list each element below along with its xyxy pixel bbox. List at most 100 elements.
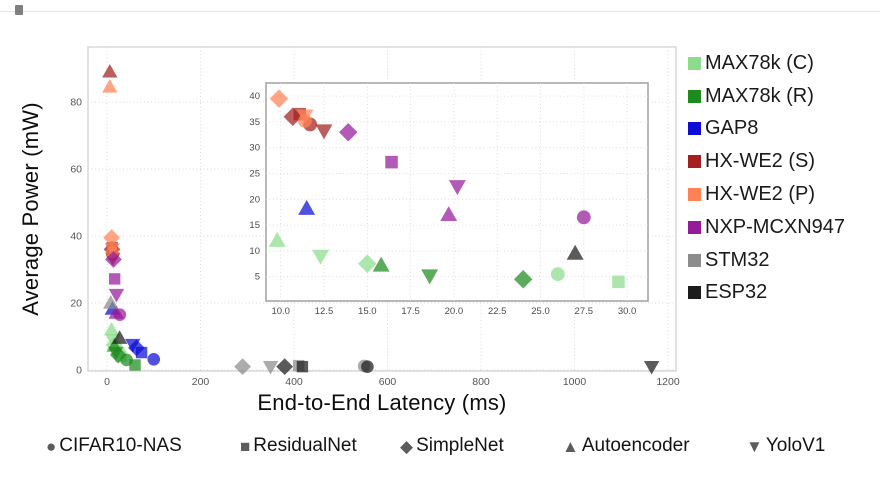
legend-platform-label: NXP-MCXN947 <box>705 215 846 238</box>
legend-color-swatch <box>688 89 701 103</box>
legend-platform-item: HX-WE2 (P) <box>688 178 845 211</box>
legend-color-swatch <box>688 286 701 300</box>
x-tick-label: 1200 <box>656 376 680 388</box>
top-divider <box>0 11 880 12</box>
legend-platform-item: ESP32 <box>688 277 845 310</box>
inset-y-tick-label: 20 <box>249 194 260 205</box>
legend-platform-label: STM32 <box>705 248 770 271</box>
legend-color-swatch <box>688 188 701 202</box>
data-point-triangle-down <box>104 243 121 257</box>
data-point-diamond <box>234 358 251 376</box>
y-axis-label: Average Power (mW) <box>18 102 43 316</box>
x-tick-label: 200 <box>192 376 210 388</box>
legend-model-label: SimpleNet <box>416 435 504 456</box>
legend-model-item: ■ ResidualNet <box>240 435 357 457</box>
legend-color-swatch <box>688 253 701 267</box>
triangle-down-icon: ▼ <box>746 436 763 456</box>
y-tick-label: 60 <box>70 164 82 176</box>
data-point-triangle-up <box>102 63 118 78</box>
legend-model-item: ▲ Autoencoder <box>562 435 690 457</box>
data-point-triangle-up <box>108 305 124 319</box>
data-point-triangle-down <box>125 338 141 353</box>
data-point-diamond <box>339 122 358 142</box>
data-point-square <box>135 346 148 359</box>
data-point-triangle-up <box>440 206 458 222</box>
data-point-triangle-up <box>566 244 584 260</box>
legend-platform-item: STM32 <box>688 244 845 277</box>
inset-x-tick-label: 15.0 <box>358 306 377 317</box>
legend-platform-item: MAX78k (C) <box>688 47 845 80</box>
legend-platform-label: MAX78k (C) <box>705 51 814 74</box>
data-point-circle <box>361 360 374 373</box>
data-point-triangle-down <box>448 180 466 196</box>
triangle-up-icon: ▲ <box>562 436 579 456</box>
inset-x-tick-label: 30.0 <box>618 306 637 317</box>
legend-model-label: Autoencoder <box>581 435 690 456</box>
y-tick-label: 0 <box>76 365 82 377</box>
legend-model-item: ▼ YoloV1 <box>746 435 825 457</box>
inset-x-tick-label: 10.0 <box>271 306 290 317</box>
legend-platform-item: HX-WE2 (S) <box>688 145 845 178</box>
data-point-square <box>129 359 141 371</box>
legend-platform-label: HX-WE2 (S) <box>705 150 815 173</box>
data-point-circle <box>550 267 565 282</box>
data-point-triangle-down <box>296 109 314 125</box>
legend-platform-item: NXP-MCXN947 <box>688 211 845 244</box>
x-tick-label: 0 <box>104 376 110 388</box>
legend-color-swatch <box>688 56 701 70</box>
ui-artifact-mark <box>15 5 23 15</box>
data-point-triangle-up <box>111 330 128 344</box>
data-point-triangle-up <box>103 321 120 336</box>
legend-platform-item: GAP8 <box>688 113 845 146</box>
data-point-diamond <box>513 270 533 289</box>
tick-labels: 0 200 400 600 800 1000 1200 0 20 40 60 80 10.0 12.5 15… <box>70 91 680 388</box>
data-point-diamond <box>276 358 294 376</box>
inset-y-tick-label: 25 <box>249 169 260 180</box>
legend-platform-item: MAX78k (R) <box>688 80 845 113</box>
model-legend: ● CIFAR10-NAS ■ ResidualNet ◆ SimpleNet ▲ Autoe… <box>0 435 880 465</box>
data-point-triangle-down <box>643 360 660 375</box>
data-point-diamond <box>269 89 289 108</box>
legend-color-swatch <box>688 220 701 234</box>
legend-color-swatch <box>688 122 701 136</box>
inset-x-tick-label: 25.0 <box>531 306 550 317</box>
y-tick-label: 80 <box>70 97 82 109</box>
diamond-icon: ◆ <box>400 436 414 456</box>
inset-y-tick-label: 10 <box>249 246 260 257</box>
inset-x-tick-label: 22.5 <box>488 306 507 317</box>
x-tick-label: 400 <box>285 376 303 388</box>
data-point-triangle-up <box>268 231 286 247</box>
x-tick-label: 1000 <box>563 376 587 388</box>
data-point-diamond <box>103 229 121 247</box>
data-point-triangle-up <box>372 256 390 272</box>
x-tick-label: 600 <box>379 376 397 388</box>
y-tick-label: 40 <box>70 231 82 243</box>
data-point-diamond <box>358 254 377 274</box>
data-point-diamond <box>105 251 122 268</box>
inset-x-tick-label: 20.0 <box>445 306 464 317</box>
legend-platform-label: MAX78k (R) <box>705 84 814 107</box>
data-point-triangle-up <box>103 295 119 309</box>
inset-y-tick-label: 35 <box>249 117 260 128</box>
legend-model-item: ◆ SimpleNet <box>400 435 504 457</box>
inset-x-tick-label: 27.5 <box>575 306 594 317</box>
inset-y-tick-label: 30 <box>249 143 260 154</box>
legend-color-swatch <box>688 155 701 169</box>
data-point-square <box>108 273 121 285</box>
data-point-diamond <box>283 107 303 126</box>
square-icon: ■ <box>240 436 251 456</box>
inset-y-tick-label: 15 <box>249 220 260 231</box>
circle-icon: ● <box>46 436 57 456</box>
data-point-triangle-down <box>421 269 439 285</box>
legend-platform-label: GAP8 <box>705 117 759 140</box>
inset-y-tick-label: 5 <box>255 272 260 283</box>
y-tick-label: 20 <box>70 298 82 310</box>
data-point-triangle-up <box>102 79 118 93</box>
legend-platform-label: ESP32 <box>705 281 768 304</box>
x-tick-label: 800 <box>472 376 490 388</box>
data-point-circle <box>147 352 161 366</box>
x-axis-label: End-to-End Latency (ms) <box>257 390 507 415</box>
data-point-triangle-down <box>108 288 125 303</box>
legend-model-label: ResidualNet <box>253 435 357 456</box>
data-point-square <box>612 275 625 289</box>
